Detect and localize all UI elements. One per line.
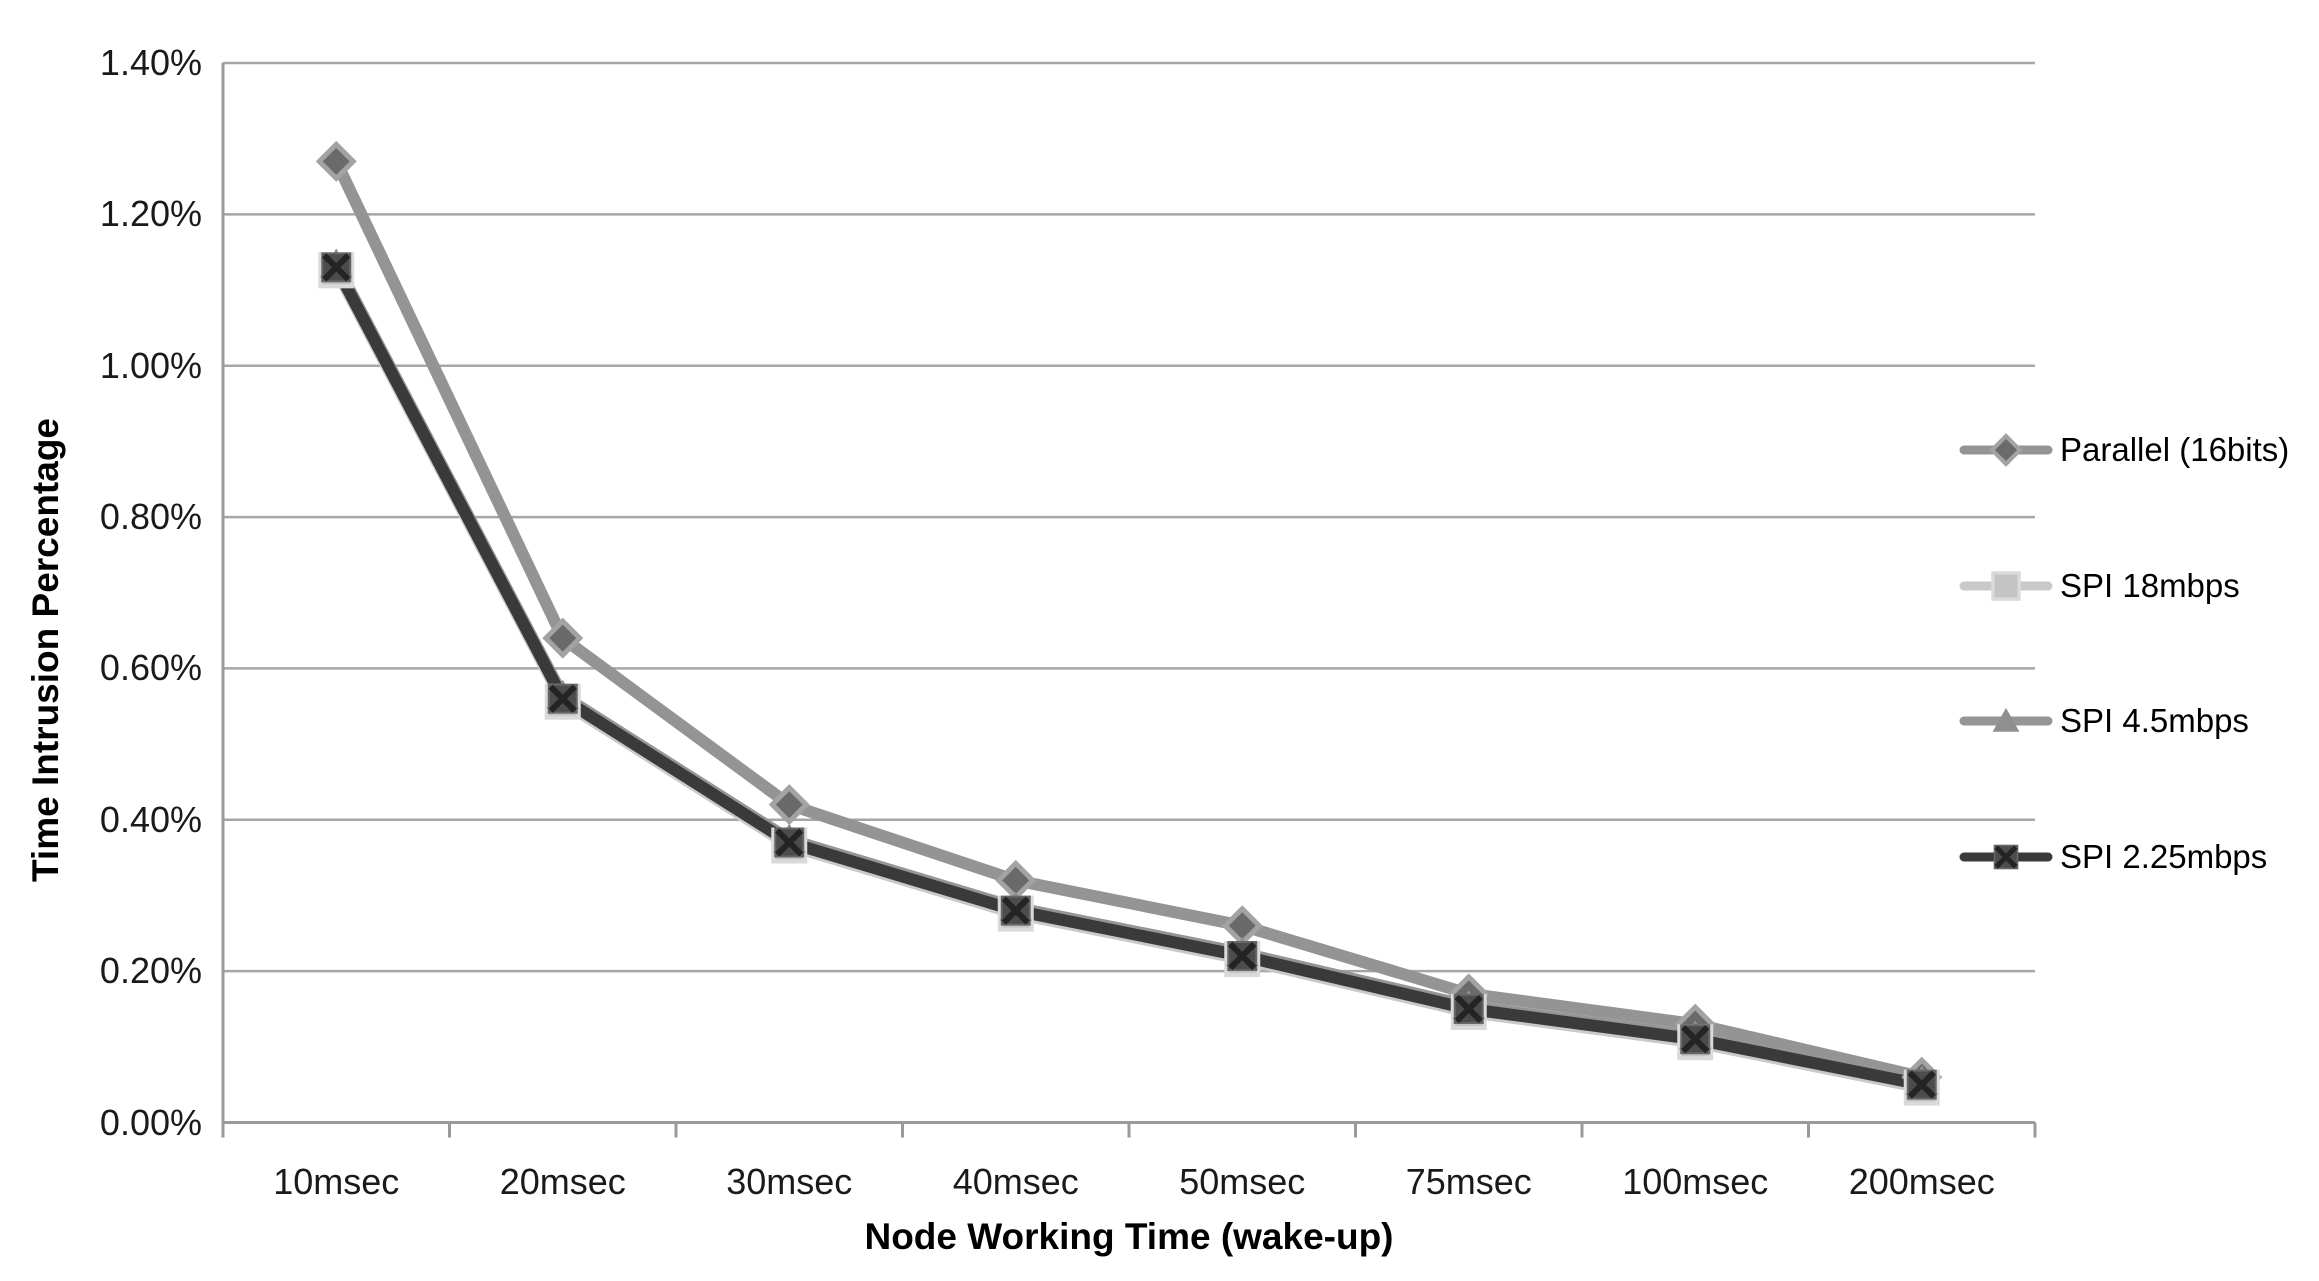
y-tick-label: 0.60% — [99, 647, 202, 689]
legend-label: SPI 2.25mbps — [2060, 837, 2268, 875]
series-line-3 — [330, 261, 1928, 1091]
legend-square-marker-icon — [1959, 570, 2053, 601]
legend-x-square-marker-icon — [1959, 844, 2053, 869]
x-tick-label: 200msec — [1848, 1161, 1995, 1202]
y-tick-label: 0.00% — [99, 1101, 202, 1143]
y-tick-label: 0.40% — [99, 798, 202, 840]
y-tick-label: 0.80% — [99, 496, 202, 538]
diamond-marker-icon — [542, 617, 584, 659]
x-square-marker-icon — [321, 252, 352, 283]
y-tick-label: 1.00% — [99, 344, 202, 386]
legend-label: SPI 4.5mbps — [2060, 702, 2249, 739]
legend-triangle-marker-icon — [1959, 707, 2053, 732]
legend-item-parallel-16bits: Parallel (16bits) — [1956, 424, 2289, 476]
diamond-marker-icon — [1221, 905, 1263, 947]
x-tick-label: 100msec — [1622, 1161, 1769, 1202]
x-square-marker-icon — [774, 827, 805, 858]
legend-label: SPI 18mbps — [2060, 566, 2240, 604]
diamond-marker-icon — [1989, 433, 2023, 467]
y-axis-title: Time Intrusion Percentage — [25, 418, 66, 882]
x-tick-label: 20msec — [499, 1161, 626, 1202]
diamond-marker-icon — [768, 784, 810, 826]
y-tick-label: 0.20% — [99, 950, 202, 992]
legend-item-spi-4-5mbps: SPI 4.5mbps — [1956, 695, 2249, 747]
legend-item-spi-2-25mbps: SPI 2.25mbps — [1956, 831, 2267, 883]
x-tick-label: 50msec — [1179, 1161, 1306, 1202]
square-marker-icon — [1991, 570, 2021, 601]
x-tick-label: 40msec — [952, 1161, 1079, 1202]
x-tick-label: 75msec — [1405, 1161, 1532, 1202]
x-square-marker-icon — [1000, 895, 1031, 926]
triangle-marker-icon — [1992, 707, 2020, 732]
diamond-marker-icon — [995, 859, 1037, 901]
series-line-2 — [330, 258, 1928, 1088]
legend-label: Parallel (16bits) — [2060, 431, 2290, 468]
legend-diamond-marker-icon — [1959, 433, 2053, 467]
x-square-marker-icon — [1906, 1069, 1937, 1100]
x-square-marker-icon — [1993, 844, 2019, 869]
legend-item-spi-18mbps: SPI 18mbps — [1956, 560, 2240, 612]
y-tick-label: 1.40% — [99, 42, 202, 83]
x-tick-label: 30msec — [726, 1161, 853, 1202]
series-line-1 — [330, 264, 1928, 1094]
x-axis-title: Node Working Time (wake-up) — [864, 1216, 1394, 1257]
x-square-marker-icon — [1453, 993, 1484, 1024]
x-tick-label: 10msec — [273, 1161, 400, 1202]
x-square-marker-icon — [547, 683, 578, 714]
x-square-marker-icon — [1680, 1024, 1711, 1055]
y-tick-label: 1.20% — [99, 193, 202, 235]
series-line-0 — [330, 155, 1928, 1084]
diamond-marker-icon — [315, 140, 357, 182]
x-square-marker-icon — [1227, 941, 1258, 972]
